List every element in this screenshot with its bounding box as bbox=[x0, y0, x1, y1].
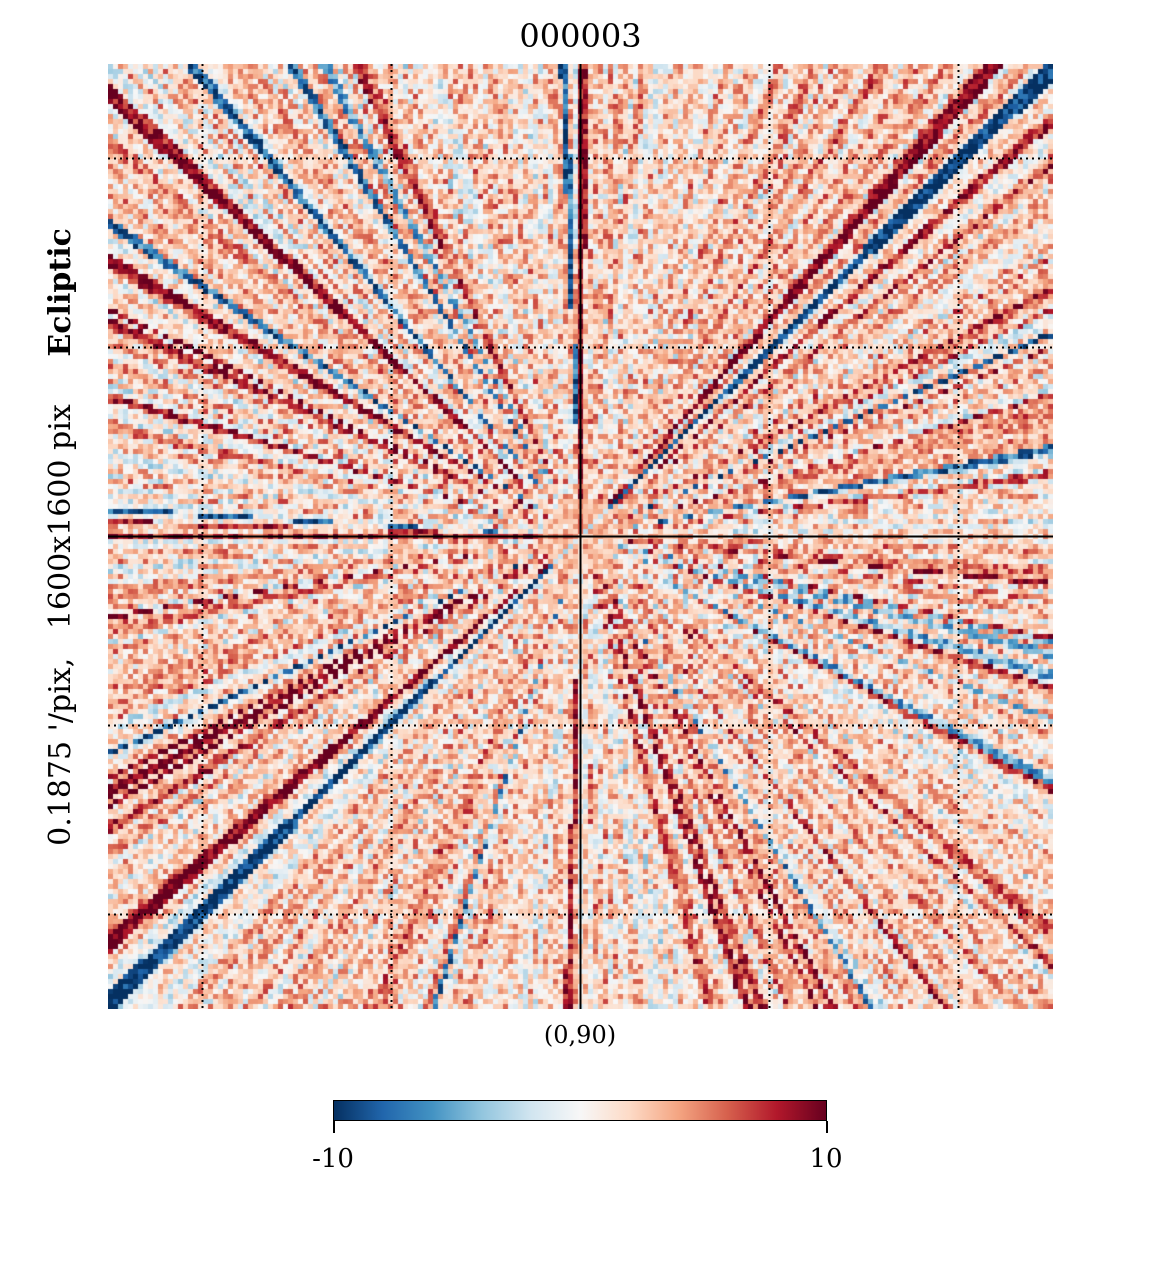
y-axis-label-size: 1600x1600 pix bbox=[43, 403, 78, 629]
graticule-overlay bbox=[108, 64, 1053, 1009]
colorbar-tick-min bbox=[333, 1121, 335, 1133]
colorbar-tick-max bbox=[826, 1121, 828, 1133]
colorbar bbox=[333, 1100, 827, 1121]
colorbar-min-label: -10 bbox=[312, 1144, 354, 1174]
colorbar-max-label: 10 bbox=[809, 1144, 843, 1174]
sky-map bbox=[108, 64, 1053, 1009]
coordinate-system-label: Ecliptic bbox=[43, 227, 78, 357]
y-axis-label-resolution: 0.1875 '/pix, bbox=[43, 657, 78, 846]
y-axis-label-container: 0.1875 '/pix, 1600x1600 pix Ecliptic bbox=[38, 64, 84, 1009]
y-axis-label: 0.1875 '/pix, 1600x1600 pix Ecliptic bbox=[43, 228, 79, 846]
chart-title: 000003 bbox=[519, 17, 642, 55]
center-coordinate-label: (0,90) bbox=[543, 1021, 617, 1049]
